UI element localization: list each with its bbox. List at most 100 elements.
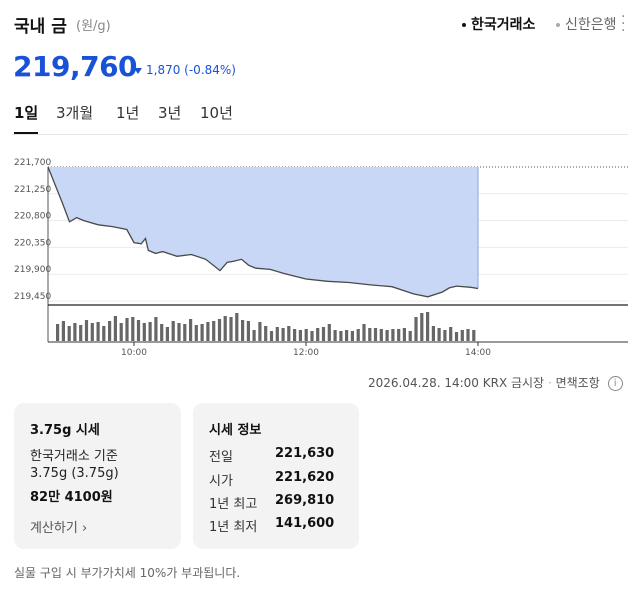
volume-bar (79, 325, 83, 341)
tab-3y[interactable]: 3년 (158, 104, 182, 122)
tab-3m[interactable]: 3개월 (56, 104, 94, 122)
separator-dot: · (547, 376, 556, 390)
volume-bar (466, 329, 470, 341)
volume-bar (408, 331, 412, 341)
timestamp-row: 2026.04.28. 14:00 KRX 금시장 · 면책조항 i (368, 374, 623, 391)
volume-bar (102, 326, 106, 341)
volume-bar (73, 323, 77, 341)
info-row-label: 1년 최고 (209, 497, 258, 512)
volume-bar (264, 326, 268, 341)
volume-bar (443, 330, 447, 341)
volume-bar (310, 331, 314, 341)
volume-bar (316, 328, 320, 341)
volume-bar (212, 321, 216, 341)
volume-bar (339, 331, 343, 341)
info-icon[interactable]: i (607, 376, 623, 391)
volume-bar (333, 330, 337, 341)
kebab-menu-icon[interactable]: · · · (621, 9, 626, 39)
volume-bar (108, 321, 112, 341)
source-krx-tab[interactable]: 한국거래소 (462, 14, 535, 34)
vat-notice: 실물 구입 시 부가가치세 10%가 부과됩니다. (14, 566, 241, 580)
volume-bar (362, 324, 366, 341)
price-line (47, 166, 479, 298)
y-tick-label: 219,450 (14, 292, 51, 302)
info-row-value: 221,630 (275, 446, 335, 461)
volume-bar (189, 319, 193, 341)
volume-bar (391, 329, 395, 341)
source-krx-label: 한국거래소 (471, 17, 536, 33)
timestamp: 2026.04.28. 14:00 KRX 금시장 (368, 376, 545, 390)
info-row-value: 221,620 (275, 470, 335, 485)
volume-bar (229, 317, 233, 341)
price-change-value: 1,870 (-0.84%) (146, 63, 236, 77)
price-area (48, 167, 478, 297)
unit-label: (원/g) (76, 19, 111, 34)
volume-bar (304, 329, 308, 341)
volume-bar (269, 331, 274, 341)
volume-bar (154, 317, 158, 341)
volume-bar (246, 321, 250, 341)
unit-price-card-title: 3.75g 시세 (30, 423, 100, 438)
volume-bar (293, 329, 297, 341)
volume-bar (350, 331, 354, 341)
tab-1d[interactable]: 1일 (14, 104, 39, 122)
volume-bar (223, 316, 227, 341)
volume-bar (217, 319, 222, 341)
volume-bar (426, 312, 430, 341)
y-tick-label: 221,700 (14, 158, 51, 168)
tab-1y[interactable]: 1년 (116, 104, 140, 122)
volume-bar (454, 332, 459, 341)
volume-bar (160, 324, 164, 341)
volume-bar (90, 323, 94, 341)
source-shinhan-label: 신한은행 (565, 17, 617, 33)
volume-bar (194, 325, 198, 341)
volume-bar (113, 316, 117, 341)
volume-bar (206, 322, 210, 341)
price-info-card: 시세 정보 전일 221,630 시가 221,620 1년 최고 269,81… (193, 403, 359, 549)
volume-bar (449, 327, 453, 341)
volume-bar (171, 321, 175, 341)
volume-bar (142, 323, 146, 341)
y-tick-label: 220,350 (14, 238, 51, 248)
calculate-link[interactable]: 계산하기 › (30, 517, 87, 536)
info-row-value: 269,810 (275, 493, 335, 508)
volume-bar (56, 324, 60, 341)
x-tick-label: 12:00 (293, 348, 319, 358)
basis-label: 한국거래소 기준 (30, 449, 118, 464)
volume-bar (431, 326, 435, 341)
volume-bar (136, 320, 141, 341)
volume-bar (385, 330, 389, 341)
volume-bar (61, 321, 65, 341)
x-tick-label: 10:00 (121, 348, 147, 358)
volume-bar (241, 320, 245, 341)
volume-bar (460, 330, 464, 341)
volume-bar (148, 322, 152, 341)
info-row-label: 시가 (209, 474, 233, 489)
volume-bar (373, 328, 378, 341)
price-info-card-title: 시세 정보 (209, 423, 262, 438)
x-tick-label: 14:00 (465, 348, 491, 358)
y-tick-label: 221,250 (14, 185, 51, 195)
info-row-value: 141,600 (275, 516, 335, 531)
calculate-link-label: 계산하기 (30, 521, 78, 536)
volume-bar (287, 326, 291, 341)
volume-bar (252, 330, 256, 341)
bullet-icon (556, 23, 560, 27)
volume-bar (131, 317, 135, 341)
source-shinhan-tab[interactable]: 신한은행 (556, 14, 617, 34)
volume-bar (258, 322, 262, 341)
tab-10y[interactable]: 10년 (200, 104, 233, 122)
info-row-label: 전일 (209, 450, 233, 465)
y-tick-label: 219,900 (14, 265, 51, 275)
price-chart[interactable]: 221,700 221,250 220,800 220,350 219,900 219,4… (0, 150, 640, 362)
down-arrow-icon (134, 67, 142, 74)
volume-bar (281, 328, 285, 341)
volume-bar (119, 323, 123, 341)
volume-bar (356, 329, 360, 341)
volume-bar (368, 328, 372, 341)
unit-price-value: 82만 4100원 (30, 490, 113, 505)
volume-bar (298, 330, 302, 341)
active-tab-indicator (14, 132, 38, 134)
page-title: 국내 금 (14, 17, 67, 37)
disclaimer-link[interactable]: 면책조항 (555, 376, 600, 390)
